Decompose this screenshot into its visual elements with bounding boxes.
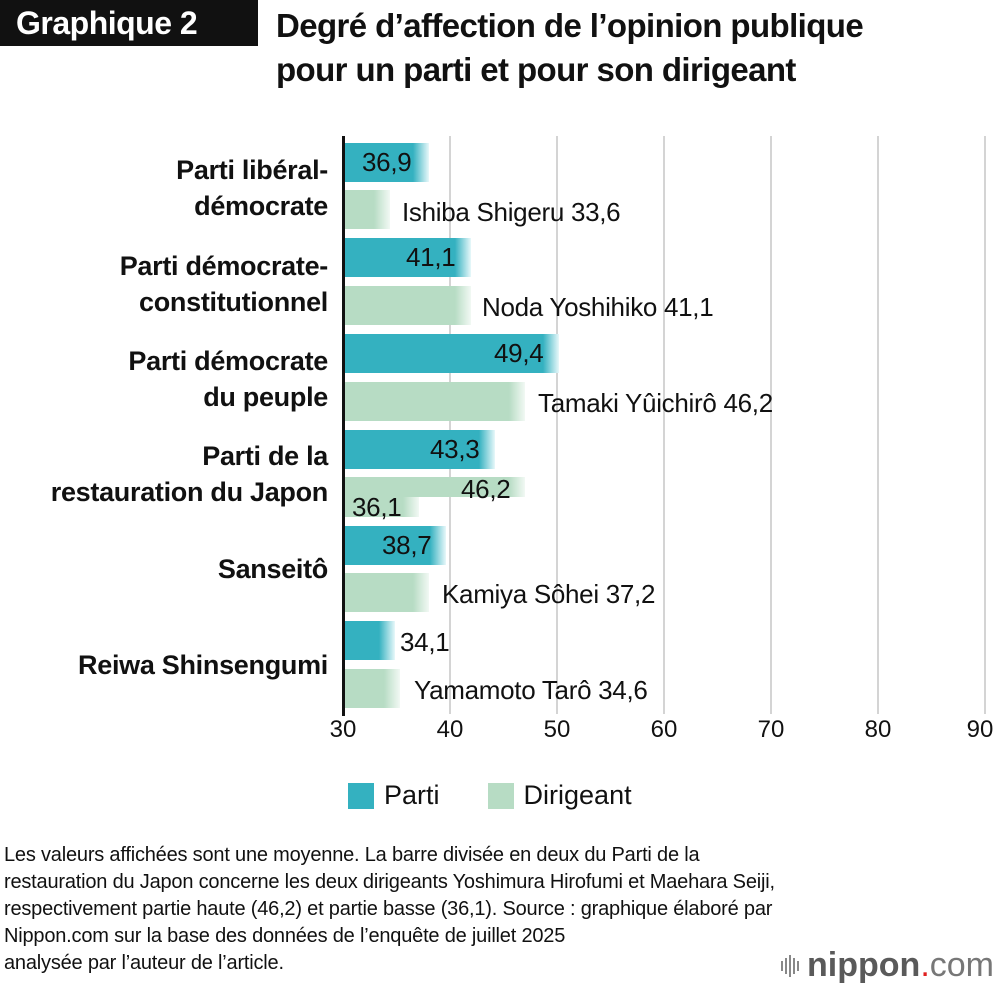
bar-parti: [345, 430, 495, 469]
chart-title: Degré d’affection de l’opinion publique …: [276, 4, 864, 92]
legend-label-dirigeant: Dirigeant: [523, 780, 632, 810]
bar-dirigeant: [345, 190, 390, 229]
logo-dot: .: [920, 946, 930, 984]
category-label-line: Parti démocrate: [128, 346, 328, 376]
bar-parti: [345, 621, 395, 660]
chart-title-line-1: Degré d’affection de l’opinion publique: [276, 7, 864, 44]
soundwave-icon: [781, 954, 800, 977]
bar-parti: [345, 238, 471, 277]
x-tick: 30: [329, 716, 357, 743]
category-label-line: Parti démocrate-: [119, 251, 329, 281]
legend-swatch-parti: [348, 782, 374, 809]
bar-dirigeant: [345, 669, 400, 708]
x-tick: 40: [436, 716, 464, 743]
legend-swatch-dirigeant: [487, 782, 514, 809]
category-label-line: Sanseitô: [217, 554, 328, 584]
bar-dirigeant-upper: [345, 477, 525, 497]
category-label: Sanseitô: [218, 551, 328, 587]
bar-dirigeant-lower: [345, 497, 419, 517]
footnote-line: Nippon.com sur la base des données de l’…: [4, 925, 566, 947]
category-label: Parti de la restauration du Japon: [50, 438, 329, 510]
x-tick: 80: [864, 716, 892, 743]
bar-value-dirigeant-upper: 46,2: [461, 474, 511, 504]
gridline-90: [984, 136, 986, 714]
category-label-line: constitutionnel: [139, 287, 328, 317]
bar-value-parti: 49,4: [494, 338, 544, 368]
chart-title-line-2: pour un parti et pour son dirigeant: [276, 51, 796, 88]
nippon-logo: nippon. com: [781, 946, 994, 985]
legend: Parti Dirigeant: [348, 780, 680, 811]
bar-value-dirigeant: Noda Yoshihiko 41,1: [482, 292, 714, 322]
bar-parti: [345, 334, 559, 373]
logo-tld: com: [929, 946, 994, 984]
footnote-line: Les valeurs affichées sont une moyenne. …: [4, 844, 700, 866]
x-tick: 90: [966, 716, 994, 743]
footnote-line: respectivement partie haute (46,2) et pa…: [4, 898, 773, 920]
legend-item-dirigeant: Dirigeant: [487, 780, 632, 811]
gridline-80: [877, 136, 879, 714]
bar-value-parti: 36,9: [362, 147, 412, 177]
bar-value-dirigeant: Yamamoto Tarô 34,6: [414, 675, 648, 705]
bar-value-parti: 38,7: [382, 530, 432, 560]
bar-value-parti: 34,1: [400, 627, 450, 657]
footnote-line: restauration du Japon concerne les deux …: [4, 871, 775, 893]
bar-value-parti: 41,1: [406, 242, 456, 272]
x-tick: 50: [543, 716, 571, 743]
legend-label-parti: Parti: [384, 780, 440, 810]
gridline-50: [556, 136, 558, 714]
category-label: Parti démocrate- constitutionnel: [119, 248, 329, 320]
category-label-line: Parti de la: [202, 441, 328, 471]
figure-tag: Graphique 2: [0, 0, 258, 46]
logo-name: nippon: [807, 946, 921, 984]
category-label-line: Parti libéral-: [176, 155, 328, 185]
bar-dirigeant: [345, 382, 525, 421]
bar-parti: [345, 526, 446, 565]
gridline-70: [770, 136, 772, 714]
category-label-line: restauration du Japon: [50, 477, 329, 507]
category-label-line: démocrate: [194, 191, 328, 221]
bar-value-parti: 43,3: [430, 434, 480, 464]
category-label: Parti libéral- démocrate: [176, 152, 328, 224]
bar-dirigeant: [345, 573, 429, 612]
category-label-line: du peuple: [203, 382, 328, 412]
x-tick: 60: [650, 716, 678, 743]
category-label: Reiwa Shinsengumi: [78, 647, 328, 683]
y-axis-line: [342, 136, 345, 716]
category-label: Parti démocrate du peuple: [128, 343, 328, 415]
gridline-60: [663, 136, 665, 714]
legend-item-parti: Parti: [348, 780, 440, 811]
gridline-40: [449, 136, 451, 714]
bar-parti: [345, 143, 429, 182]
bar-value-dirigeant: Ishiba Shigeru 33,6: [402, 197, 621, 227]
x-tick: 70: [757, 716, 785, 743]
bar-value-dirigeant-lower: 36,1: [352, 492, 402, 522]
bar-value-dirigeant: Tamaki Yûichirô 46,2: [538, 388, 773, 418]
category-label-line: Reiwa Shinsengumi: [78, 650, 328, 680]
footnote-line: analysée par l’auteur de l’article.: [4, 952, 284, 974]
bar-dirigeant: [345, 286, 471, 325]
footnote: Les valeurs affichées sont une moyenne. …: [4, 842, 994, 977]
bar-value-dirigeant: Kamiya Sôhei 37,2: [442, 579, 656, 609]
